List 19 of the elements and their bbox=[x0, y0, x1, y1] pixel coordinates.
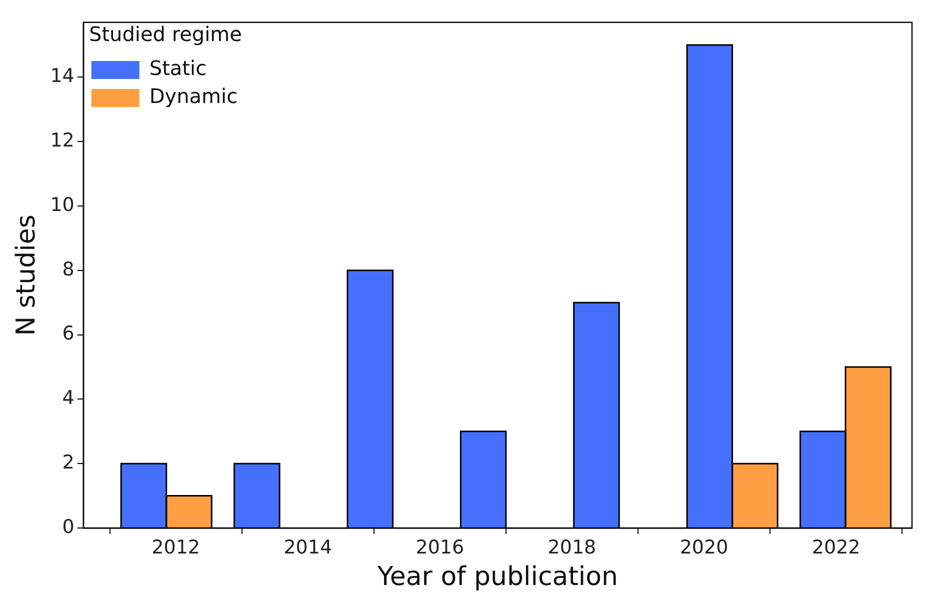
y-tick-label: 6 bbox=[62, 322, 74, 345]
x-tick-label: 2012 bbox=[152, 536, 200, 558]
x-tick-label: 2022 bbox=[812, 536, 860, 558]
y-tick-label: 14 bbox=[50, 65, 74, 88]
y-tick-label: 12 bbox=[50, 129, 74, 152]
legend-label: Static bbox=[149, 56, 207, 80]
y-axis-title: N studies bbox=[11, 214, 42, 336]
y-tick-label: 10 bbox=[50, 194, 74, 216]
y-tick-label: 2 bbox=[62, 452, 74, 474]
x-tick-label: 2020 bbox=[680, 536, 728, 558]
y-tick-label: 4 bbox=[62, 387, 74, 410]
legend-title: Studied regime bbox=[89, 22, 242, 46]
x-tick-label: 2016 bbox=[416, 536, 464, 558]
x-tick-label: 2018 bbox=[548, 536, 596, 558]
x-axis-title: Year of publication bbox=[376, 562, 618, 592]
y-tick-label: 0 bbox=[62, 516, 74, 538]
x-tick-label: 2014 bbox=[284, 536, 332, 558]
y-tick-label: 8 bbox=[62, 258, 74, 280]
legend-label: Dynamic bbox=[149, 84, 238, 108]
